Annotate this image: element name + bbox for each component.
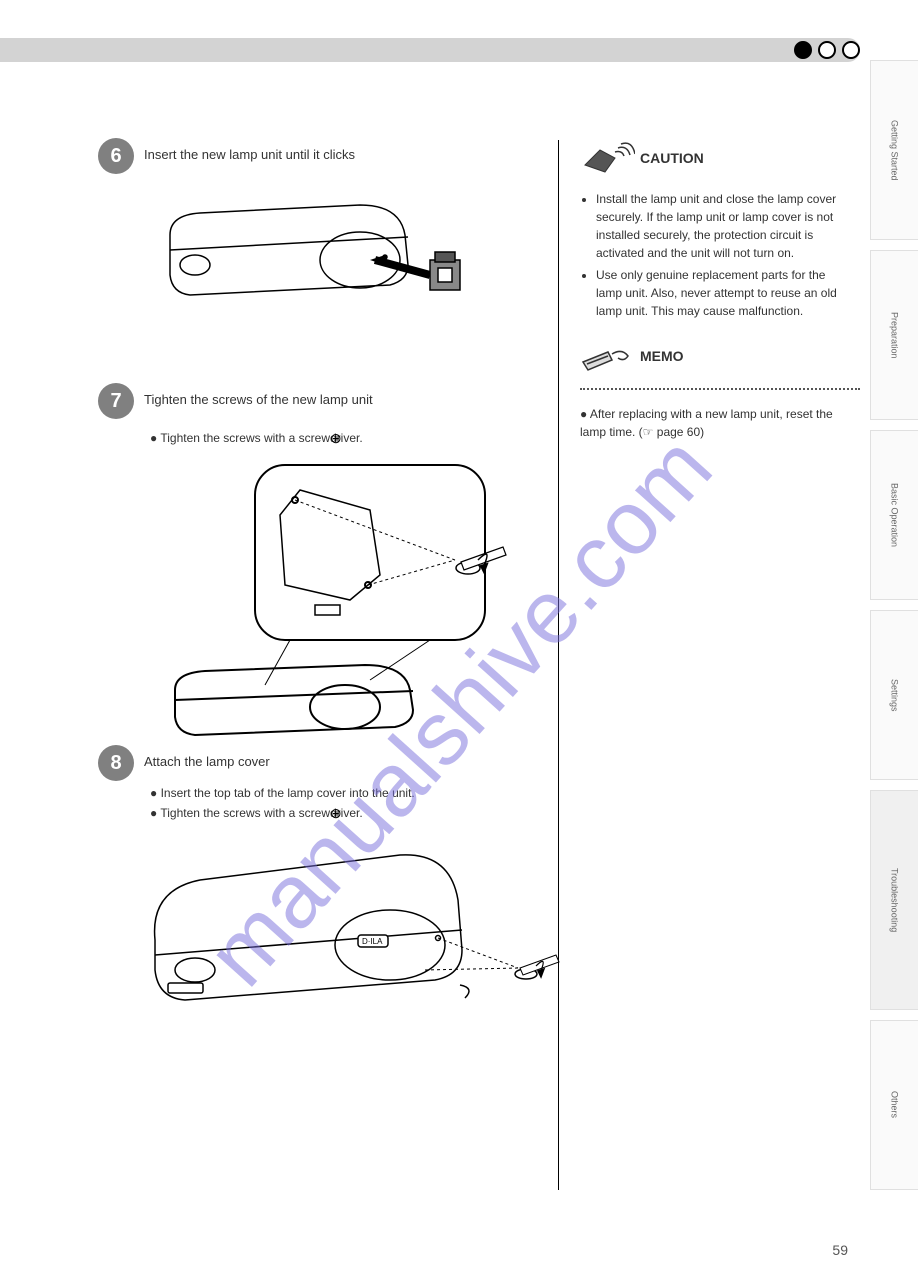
tab-getting-started[interactable]: Getting Started (870, 60, 918, 240)
step-number-8: 8 (98, 745, 134, 781)
tab-others[interactable]: Others (870, 1020, 918, 1190)
plus-screwdriver-icon: ⊕ (330, 430, 342, 447)
step-num-label: 8 (110, 752, 121, 775)
memo-text: ● After replacing with a new lamp unit, … (580, 405, 860, 441)
page-dot-2 (818, 41, 836, 59)
step-8-sub1-label: Insert the top tab of the lamp cover int… (161, 786, 415, 800)
memo-text-label: After replacing with a new lamp unit, re… (580, 407, 833, 439)
step-num-label: 6 (110, 145, 121, 168)
page-dot-3 (842, 41, 860, 59)
step-number-6: 6 (98, 138, 134, 174)
page-number: 59 (832, 1242, 848, 1258)
plus-screwdriver-icon-2: ⊕ (330, 805, 342, 822)
tab-basic-operation[interactable]: Basic Operation (870, 430, 918, 600)
step-7-illustration (160, 460, 540, 740)
step-6-text: Insert the new lamp unit until it clicks (144, 146, 524, 164)
side-tabs: Getting Started Preparation Basic Operat… (868, 60, 918, 1240)
caution-title: CAUTION (640, 150, 704, 166)
memo-icon (580, 340, 635, 375)
tab-troubleshooting[interactable]: Troubleshooting (870, 790, 918, 1010)
tab-settings[interactable]: Settings (870, 610, 918, 780)
memo-divider (580, 388, 860, 390)
section-indicator-dots (794, 38, 860, 62)
caution-icon (580, 140, 635, 180)
step-8-text: Attach the lamp cover (144, 753, 524, 771)
caution-list: Install the lamp unit and close the lamp… (580, 190, 850, 324)
step-8-illustration: D·ILA (140, 840, 560, 1040)
caution-item-2: Use only genuine replacement parts for t… (596, 266, 850, 320)
caution-item-1: Install the lamp unit and close the lamp… (596, 190, 850, 262)
step-6-illustration (160, 185, 480, 345)
tab-preparation[interactable]: Preparation (870, 250, 918, 420)
step-number-7: 7 (98, 383, 134, 419)
svg-text:D·ILA: D·ILA (362, 937, 383, 946)
page-content: 6 Insert the new lamp unit until it clic… (80, 130, 860, 1190)
step-8-subtext-1: ● Insert the top tab of the lamp cover i… (150, 785, 530, 802)
column-divider (558, 140, 559, 1190)
page-dot-1 (794, 41, 812, 59)
header-bar (0, 38, 860, 62)
memo-title: MEMO (640, 348, 684, 364)
step-7-text: Tighten the screws of the new lamp unit (144, 391, 524, 409)
step-num-label: 7 (110, 390, 121, 413)
left-column: 6 Insert the new lamp unit until it clic… (80, 130, 550, 1190)
